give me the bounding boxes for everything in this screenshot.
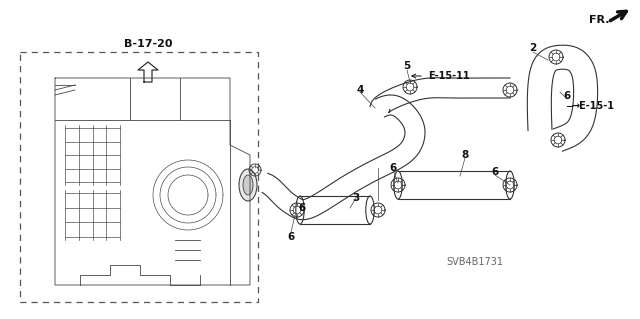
Text: E-15-11: E-15-11 — [428, 71, 470, 81]
Text: 6: 6 — [563, 91, 571, 101]
Text: SVB4B1731: SVB4B1731 — [447, 257, 504, 267]
Text: →E-15-1: →E-15-1 — [572, 101, 615, 111]
Ellipse shape — [239, 169, 257, 201]
Text: 4: 4 — [356, 85, 364, 95]
Text: 6: 6 — [287, 232, 294, 242]
Text: FR.: FR. — [589, 15, 609, 25]
Bar — [20, 52, 258, 302]
Text: 6: 6 — [492, 167, 499, 177]
Text: 5: 5 — [403, 61, 411, 71]
Text: B-17-20: B-17-20 — [124, 39, 172, 49]
Text: 6: 6 — [298, 203, 306, 213]
Ellipse shape — [243, 175, 253, 195]
Text: 8: 8 — [461, 150, 468, 160]
Text: 3: 3 — [353, 193, 360, 203]
Text: 2: 2 — [529, 43, 536, 53]
Text: 6: 6 — [389, 163, 397, 173]
